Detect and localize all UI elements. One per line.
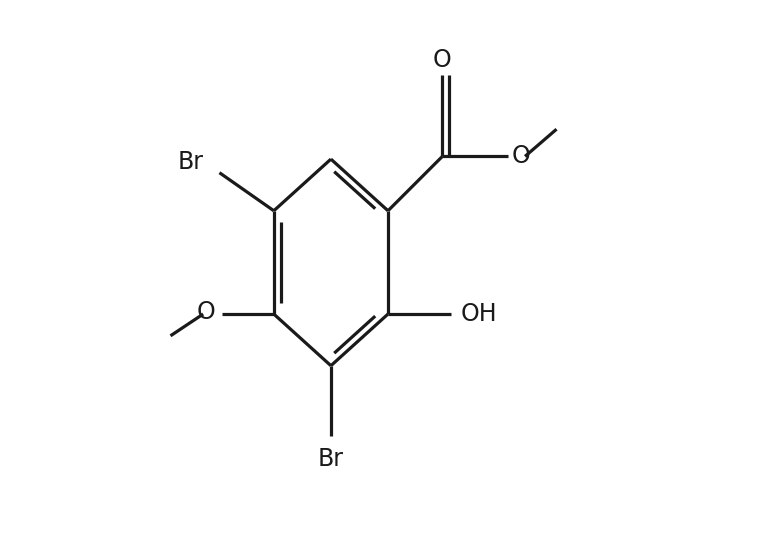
Text: Br: Br <box>318 447 344 471</box>
Text: OH: OH <box>460 302 497 326</box>
Text: Br: Br <box>177 150 203 174</box>
Text: O: O <box>433 47 452 72</box>
Text: O: O <box>512 145 531 168</box>
Text: O: O <box>197 300 216 325</box>
